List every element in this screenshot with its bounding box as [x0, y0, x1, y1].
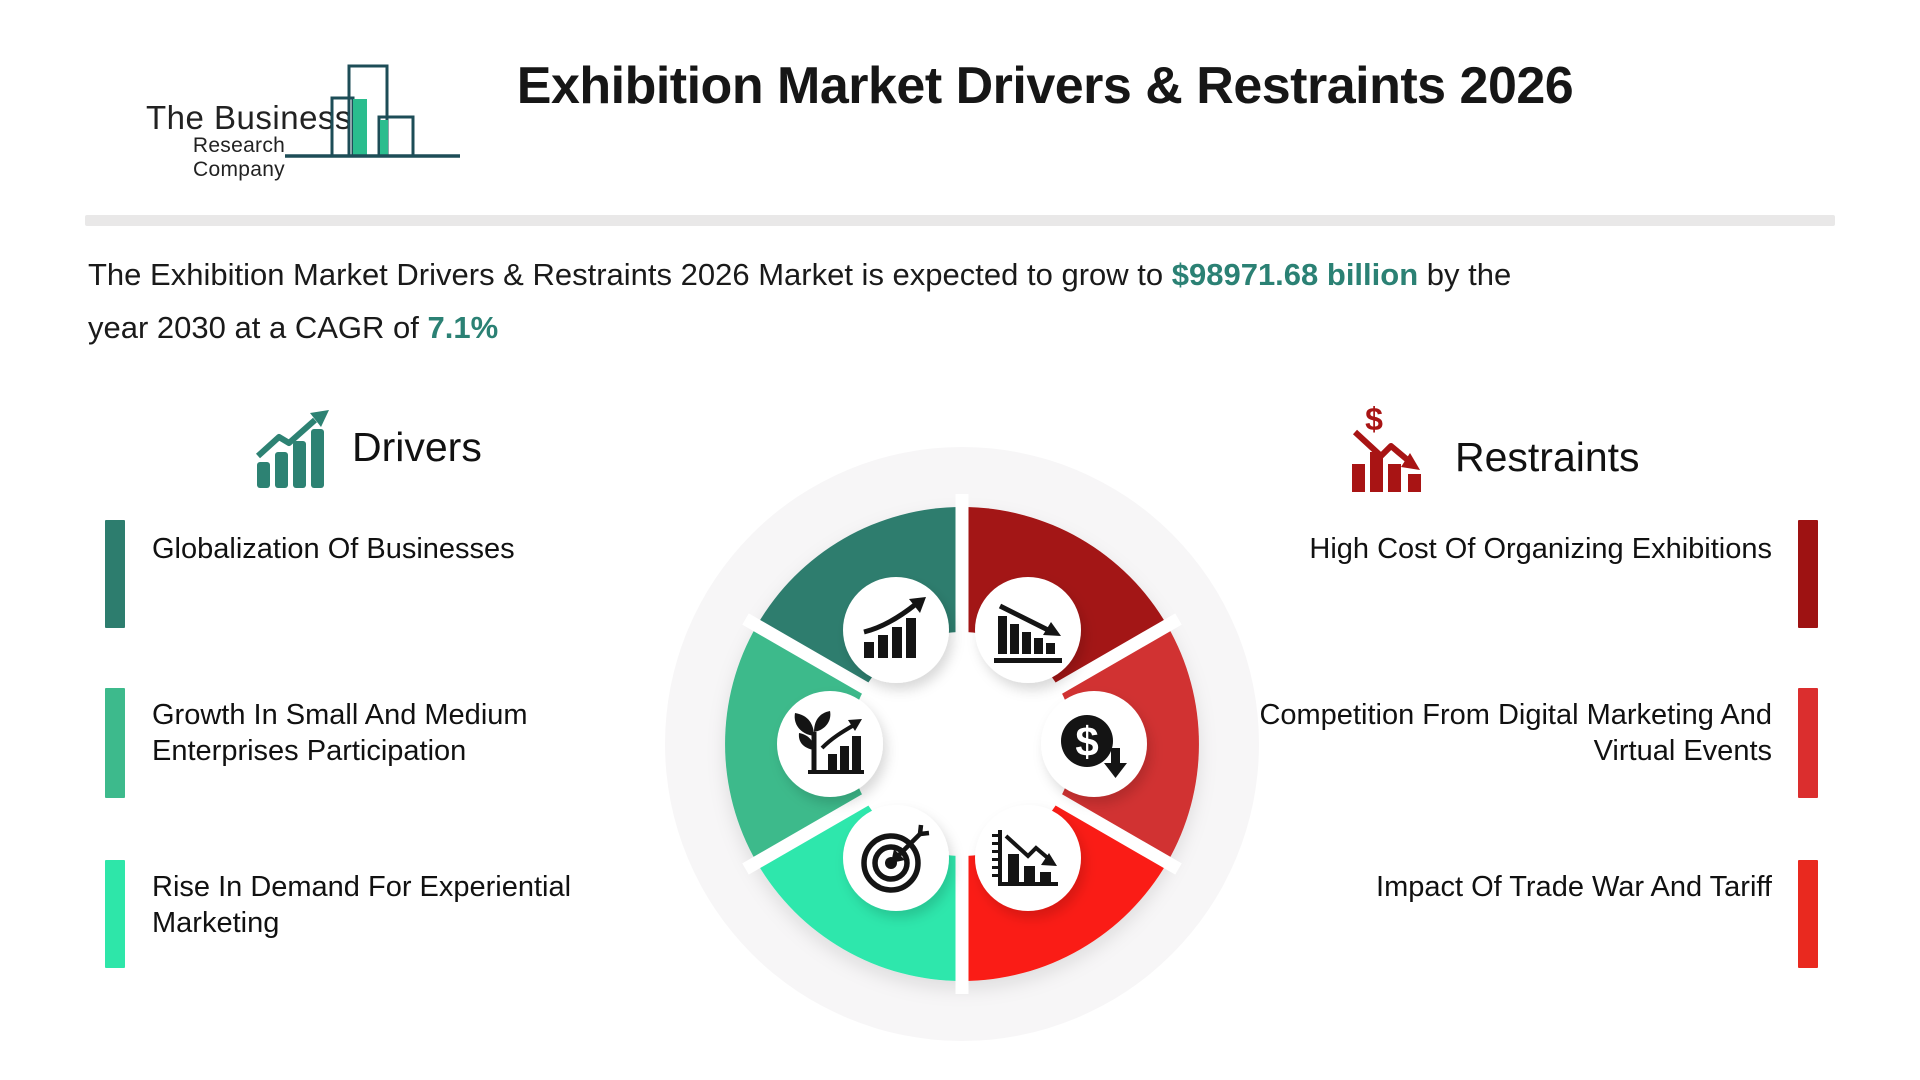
summary-text: by the: [1418, 257, 1512, 292]
svg-text:$: $: [1075, 718, 1098, 765]
summary-line-1: The Exhibition Market Drivers & Restrain…: [88, 248, 1511, 301]
restraints-decline-icon: $: [1352, 406, 1421, 492]
driver-label-1: Globalization Of Businesses: [152, 533, 515, 565]
summary-line-2: year 2030 at a CAGR of 7.1%: [88, 301, 1511, 354]
restraints-heading: Restraints: [1455, 434, 1640, 480]
rising-bar-chart-icon: [843, 577, 949, 683]
driver-label-2: Growth In Small And Medium Enterprises P…: [152, 699, 528, 767]
logo-skyline-icon: [285, 64, 460, 158]
restraint-bar-1: [1798, 520, 1818, 628]
plant-growth-chart-icon: [777, 691, 883, 797]
page-title: Exhibition Market Drivers & Restraints 2…: [516, 57, 1574, 115]
svg-text:$: $: [1365, 406, 1383, 437]
cagr-value: 7.1%: [427, 310, 499, 345]
restraint-label-3: Impact Of Trade War And Tariff: [1376, 871, 1772, 903]
dollar-decrease-icon: $: [1041, 691, 1147, 797]
driver-bar-2: [105, 688, 125, 798]
drivers-growth-icon: [255, 410, 329, 488]
summary-text: The Exhibition Market Drivers & Restrain…: [88, 257, 1172, 292]
declining-line-chart-icon: [975, 805, 1081, 911]
summary-paragraph: The Exhibition Market Drivers & Restrain…: [88, 248, 1511, 354]
drivers-heading: Drivers: [352, 424, 482, 470]
restraint-label-1: High Cost Of Organizing Exhibitions: [1309, 533, 1772, 565]
declining-bar-chart-icon: [975, 577, 1081, 683]
driver-bar-1: [105, 520, 125, 628]
restraint-bar-2: [1798, 688, 1818, 798]
wheel-hub: [850, 632, 1074, 856]
market-value: $98971.68 billion: [1171, 257, 1419, 292]
driver-label-3: Rise In Demand For Experiential Marketin…: [152, 871, 572, 939]
divider: [85, 215, 1835, 226]
restraint-label-2: Competition From Digital Marketing And V…: [1259, 699, 1772, 767]
logo-title: The Business: [146, 99, 352, 136]
summary-text: year 2030 at a CAGR of: [88, 310, 428, 345]
restraint-bar-3: [1798, 860, 1818, 968]
logo-subtitle: Research Company: [192, 134, 286, 181]
wheel-diagram: $: [725, 494, 1199, 994]
target-dart-icon: [843, 805, 949, 911]
driver-bar-3: [105, 860, 125, 968]
